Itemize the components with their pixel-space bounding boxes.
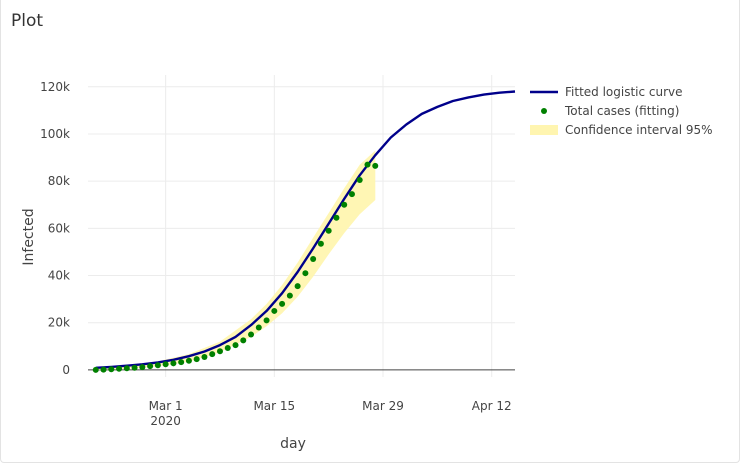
y-tick-label: 0 [62, 363, 70, 377]
y-tick-label: 100k [40, 127, 70, 141]
data-point [348, 191, 355, 198]
data-point [341, 201, 348, 208]
panel-title: Plot [11, 11, 44, 31]
fitted-line-group [95, 90, 516, 369]
data-point [108, 366, 115, 373]
data-point [216, 348, 223, 355]
data-point [154, 362, 161, 369]
data-point [224, 344, 231, 351]
data-point [193, 356, 200, 363]
y-axis-title: Infected [21, 208, 37, 265]
data-point [209, 351, 216, 358]
legend-label: Total cases (fitting) [564, 104, 679, 118]
data-point [116, 365, 123, 372]
x-tick-label: Mar 29 [362, 399, 404, 413]
confidence-band [95, 150, 376, 370]
legend-label: Fitted logistic curve [565, 85, 683, 99]
y-tick-label: 40k [48, 269, 70, 283]
y-tick-label: 80k [48, 174, 70, 188]
data-point [263, 317, 270, 324]
data-point [302, 270, 309, 277]
data-point [364, 161, 371, 168]
marker-group [92, 161, 379, 373]
data-point [271, 307, 278, 314]
data-point [240, 337, 247, 344]
legend-label: Confidence interval 95% [565, 123, 713, 137]
grid-lines [88, 75, 515, 377]
data-point [294, 283, 301, 290]
y-tick-label: 120k [40, 80, 70, 94]
x-tick-label: Mar 15 [253, 399, 295, 413]
data-point [286, 292, 293, 299]
data-point [310, 256, 317, 263]
y-axis-ticks: 0 20k 40k 60k 80k 100k 120k [40, 80, 70, 377]
data-point [131, 364, 138, 371]
data-point [178, 359, 185, 366]
data-point [139, 364, 146, 371]
data-point [279, 300, 286, 307]
legend-marker-swatch [541, 108, 547, 114]
data-point [92, 366, 99, 373]
data-point [201, 353, 208, 360]
y-tick-label: 20k [48, 316, 70, 330]
y-tick-label: 60k [48, 221, 70, 235]
data-point [333, 214, 340, 221]
data-point [100, 366, 107, 373]
data-point [147, 363, 154, 370]
data-point [123, 365, 130, 372]
x-tick-sublabel: 2020 [150, 414, 181, 428]
data-point [356, 176, 363, 183]
data-point [232, 342, 239, 349]
data-point [317, 240, 324, 247]
x-axis-title: day [280, 436, 306, 452]
legend-band-swatch [530, 125, 558, 135]
data-point [372, 162, 379, 169]
data-point [185, 357, 192, 364]
data-point [162, 361, 169, 368]
legend[interactable]: Fitted logistic curve Total cases (fittin… [530, 85, 713, 137]
data-point [255, 324, 262, 331]
x-tick-label: Apr 12 [472, 399, 512, 413]
data-point [248, 331, 255, 338]
x-tick-label: Mar 1 [149, 399, 183, 413]
data-point [325, 227, 332, 234]
confidence-band-area [95, 150, 376, 370]
fitted-logistic-line [95, 90, 516, 369]
data-point [170, 360, 177, 367]
